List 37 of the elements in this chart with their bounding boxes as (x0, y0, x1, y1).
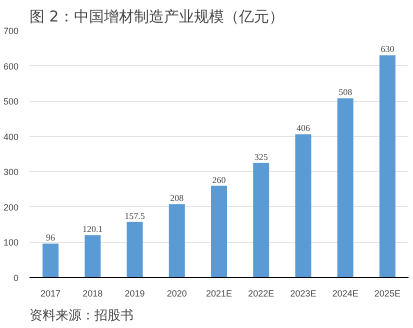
text: 资料来源：招股书 (30, 308, 134, 324)
y-tick-label: 200 (3, 202, 19, 212)
data-label: 120.1 (82, 224, 103, 234)
y-tick-label: 400 (3, 132, 19, 142)
bar (295, 134, 312, 278)
x-tick-label: 2019 (124, 288, 145, 298)
y-tick-label: 500 (3, 96, 19, 107)
y-tick-label: 100 (3, 238, 19, 248)
x-tick-label: 2021E (206, 288, 232, 298)
bar (211, 186, 227, 278)
data-label: 157.5 (124, 210, 146, 221)
data-label: 325 (254, 152, 268, 162)
data-label: 630 (380, 44, 395, 54)
data-label: 508 (338, 87, 353, 98)
bar (126, 222, 143, 278)
x-tick-label: 2023E (290, 288, 316, 298)
x-tick-label: 2020 (166, 288, 187, 298)
data-label: 406 (296, 123, 310, 134)
x-tick-label: 2017 (40, 288, 61, 298)
data-label: 96 (46, 232, 56, 243)
x-tick-label: 2018 (82, 288, 103, 298)
bar (168, 204, 185, 278)
x-tick-label: 2022E (248, 288, 274, 298)
y-tick-label: 600 (3, 61, 19, 72)
bar (379, 55, 396, 278)
bar (337, 98, 354, 278)
bar (42, 244, 59, 278)
y-tick-label: 300 (3, 167, 19, 178)
bar (84, 235, 101, 278)
data-label: 208 (170, 193, 184, 204)
x-tick-label: 2025E (374, 288, 400, 298)
x-tick-label: 2024E (332, 288, 358, 298)
data-label: 260 (212, 174, 226, 185)
y-tick-label: 0 (13, 273, 19, 283)
bar (253, 162, 270, 278)
y-tick-label: 700 (3, 26, 19, 36)
chart-title: 图 2：中国增材制造产业规模（亿元） (30, 8, 284, 26)
